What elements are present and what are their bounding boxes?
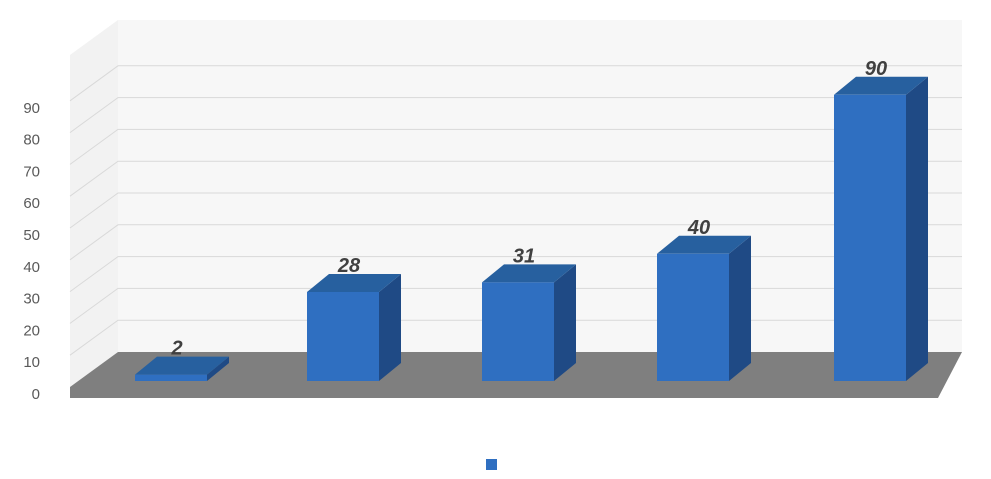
chart-side-wall bbox=[70, 20, 118, 387]
bar-front bbox=[657, 253, 729, 381]
y-tick-label: 90 bbox=[23, 100, 40, 117]
y-tick-label: 20 bbox=[23, 322, 40, 339]
bar-front bbox=[135, 374, 207, 381]
bar-side bbox=[906, 76, 928, 382]
y-tick-label: 70 bbox=[23, 163, 40, 180]
bar-side bbox=[379, 273, 401, 381]
data-label: 90 bbox=[865, 58, 887, 80]
y-tick-label: 40 bbox=[23, 259, 40, 276]
gridline bbox=[69, 160, 962, 197]
bar-front bbox=[482, 282, 554, 381]
gridline bbox=[69, 128, 962, 165]
y-tick-label: 80 bbox=[23, 132, 40, 149]
y-axis: 0 10 20 30 40 50 60 70 80 90 bbox=[23, 100, 40, 403]
bar bbox=[834, 76, 928, 382]
gridline bbox=[69, 192, 962, 229]
bar-side bbox=[554, 264, 576, 381]
y-tick-label: 30 bbox=[23, 291, 40, 308]
bar bbox=[657, 235, 751, 381]
bar-top bbox=[135, 356, 229, 375]
bar bbox=[135, 356, 229, 381]
bar-top bbox=[482, 264, 576, 283]
bars: 2 28 31 40 90 bbox=[135, 58, 928, 382]
bar-side bbox=[207, 356, 229, 381]
bar bbox=[482, 264, 576, 381]
legend bbox=[0, 456, 991, 473]
bar-front bbox=[834, 94, 906, 382]
bar-top bbox=[657, 235, 751, 254]
y-tick-label: 50 bbox=[23, 227, 40, 244]
bar-top bbox=[834, 76, 928, 95]
data-label: 2 bbox=[170, 338, 182, 360]
gridline bbox=[69, 224, 962, 261]
bar bbox=[307, 273, 401, 381]
data-label: 28 bbox=[337, 255, 361, 277]
data-label: 31 bbox=[513, 245, 535, 267]
bar-top bbox=[307, 273, 401, 292]
bar-front bbox=[307, 291, 379, 381]
y-tick-label: 10 bbox=[23, 354, 40, 371]
bar-side bbox=[729, 235, 751, 381]
gridline bbox=[69, 97, 962, 134]
legend-swatch bbox=[486, 459, 497, 470]
y-tick-label: 0 bbox=[32, 386, 40, 403]
data-label: 40 bbox=[687, 217, 710, 239]
y-tick-label: 60 bbox=[23, 195, 40, 212]
gridline bbox=[69, 65, 962, 102]
